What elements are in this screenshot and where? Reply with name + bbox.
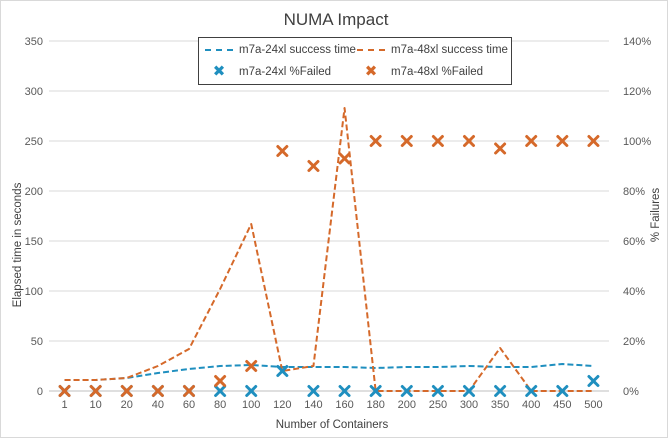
legend-swatch-dashed-orange	[357, 49, 385, 51]
series-marker-2	[338, 385, 351, 397]
x-tick-label: 80	[214, 399, 226, 411]
series-marker-2	[214, 385, 227, 397]
series-marker-3	[58, 385, 71, 397]
series-marker-3	[494, 142, 507, 155]
x-tick-label: 300	[460, 399, 478, 411]
chart-legend: m7a-24xl success time m7a-48xl success t…	[198, 37, 512, 85]
x-tick-label: 100	[242, 399, 260, 411]
y2-tick-label: 60%	[623, 236, 645, 248]
y2-axis-title: % Failures	[650, 188, 662, 243]
series-marker-2	[276, 365, 289, 377]
gridlines	[49, 40, 609, 392]
legend-label: m7a-24xl %Failed	[239, 66, 332, 78]
y2-axis-ticks: 0% 20% 40% 60% 80% 100% 120% 140%	[623, 36, 651, 398]
series-marker-2	[463, 385, 475, 397]
y-tick-label: 150	[25, 236, 43, 248]
series-marker-3	[338, 152, 351, 165]
series-marker-3	[245, 360, 258, 372]
legend-item-48xl-failed: ✖ m7a-48xl %Failed	[357, 63, 484, 80]
legend-label: m7a-48xl success time	[391, 44, 508, 56]
series-line-1	[64, 107, 594, 392]
x-mark-icon: ✖	[212, 63, 226, 80]
x-tick-label: 40	[152, 399, 164, 411]
y-tick-label: 50	[31, 336, 43, 348]
series-marker-3	[400, 135, 413, 147]
legend-label: m7a-24xl success time	[239, 44, 356, 56]
series-marker-3	[369, 135, 382, 147]
series-marker-3	[587, 135, 600, 147]
series-marker-3	[151, 385, 164, 397]
x-axis-ticks: 1 10 20 40 60 80 100 120 140 160 180 200 250 300 350 40…	[61, 399, 602, 411]
x-tick-label: 180	[366, 399, 384, 411]
x-tick-label: 20	[121, 399, 133, 411]
series-marker-2	[525, 385, 538, 397]
y2-tick-label: 0%	[623, 386, 639, 398]
x-tick-label: 60	[183, 399, 195, 411]
x-tick-label: 200	[398, 399, 416, 411]
x-tick-label: 10	[90, 399, 102, 411]
x-mark-icon: ✖	[364, 63, 378, 80]
x-tick-label: 1	[61, 399, 67, 411]
series-line-0	[64, 363, 594, 381]
x-tick-label: 350	[491, 399, 509, 411]
x-tick-label: 160	[335, 399, 353, 411]
legend-item-24xl-time: m7a-24xl success time	[205, 44, 356, 56]
y-tick-label: 100	[25, 286, 43, 298]
x-tick-label: 400	[522, 399, 540, 411]
y2-tick-label: 100%	[623, 136, 651, 148]
y-tick-label: 250	[25, 136, 43, 148]
y-tick-label: 200	[25, 186, 43, 198]
series-marker-3	[525, 135, 538, 147]
x-axis-title: Number of Containers	[276, 419, 389, 431]
series-marker-3	[463, 135, 475, 147]
y2-tick-label: 120%	[623, 86, 651, 98]
x-tick-label: 250	[429, 399, 447, 411]
series-marker-2	[245, 385, 258, 397]
legend-label: m7a-48xl %Failed	[391, 66, 484, 78]
y2-tick-label: 40%	[623, 286, 645, 298]
legend-item-48xl-time: m7a-48xl success time	[357, 44, 508, 56]
y-axis-title: Elapsed time in seconds	[12, 182, 24, 307]
legend-swatch-dashed-blue	[205, 49, 233, 51]
series-marker-3	[89, 385, 102, 397]
series-marker-2	[369, 385, 382, 397]
series-marker-2	[400, 385, 413, 397]
series-marker-3	[431, 135, 444, 147]
y2-tick-label: 80%	[623, 186, 645, 198]
x-tick-label: 500	[584, 399, 602, 411]
y2-tick-label: 20%	[623, 336, 645, 348]
legend-item-24xl-failed: ✖ m7a-24xl %Failed	[205, 63, 332, 80]
series-marker-3	[276, 145, 289, 157]
chart-title: NUMA Impact	[283, 10, 389, 29]
y-axis-ticks: 0 50 100 150 200 250 300 350	[25, 36, 43, 398]
series-marker-3	[183, 385, 195, 397]
x-tick-label: 120	[273, 399, 291, 411]
series-marker-2	[587, 375, 600, 387]
series-layer	[58, 107, 600, 397]
series-marker-3	[307, 160, 320, 172]
series-marker-2	[431, 385, 444, 397]
y-tick-label: 0	[37, 386, 43, 398]
y-tick-label: 300	[25, 86, 43, 98]
x-tick-label: 140	[304, 399, 322, 411]
series-marker-2	[307, 385, 320, 397]
series-marker-2	[556, 385, 569, 397]
series-marker-3	[556, 135, 569, 147]
y2-tick-label: 140%	[623, 36, 651, 48]
series-marker-2	[494, 385, 507, 397]
y-tick-label: 350	[25, 36, 43, 48]
x-tick-label: 450	[553, 399, 571, 411]
series-marker-3	[214, 375, 227, 387]
series-marker-3	[120, 385, 133, 397]
